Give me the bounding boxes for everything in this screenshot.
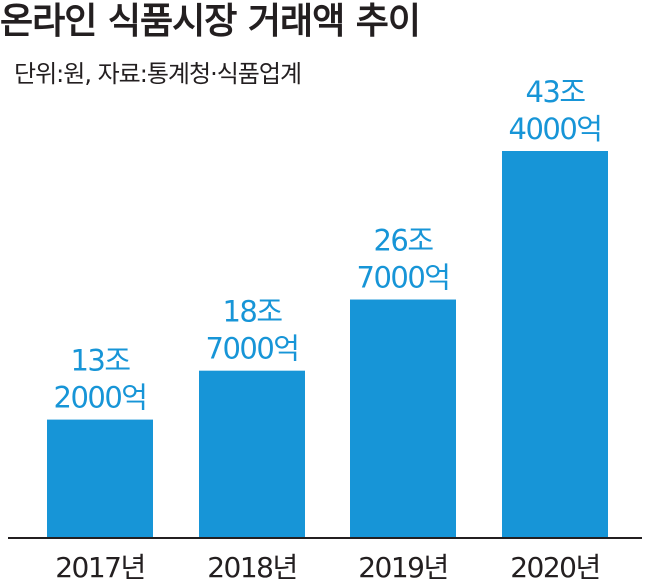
x-tick-label-4: 2020년: [510, 551, 600, 584]
bar-3: [350, 299, 456, 537]
bar-1-value-label-line-2: 2000억: [54, 381, 147, 415]
bar-1-value-label-line-1: 13조: [70, 344, 130, 378]
bar-3-value-label-line-1: 26조: [373, 224, 433, 258]
bar-4: [502, 151, 608, 537]
bar-2: [199, 370, 305, 537]
x-tick-label-2: 2018년: [207, 551, 297, 584]
x-tick-label-1: 2017년: [55, 551, 145, 584]
x-tick-label-3: 2019년: [358, 551, 448, 584]
bar-1: [47, 419, 153, 537]
chart-title: 온라인 식품시장 거래액 추이: [0, 1, 421, 42]
x-tick-labels-group: 2017년 2018년 2019년 2020년: [55, 551, 601, 584]
bar-4-value-label-line-2: 4000억: [509, 112, 602, 146]
bar-2-value-label-line-2: 7000억: [206, 332, 299, 366]
chart-subtitle: 단위:원, 자료:통계청·식품업계: [14, 60, 302, 88]
bar-3-value-label-line-2: 7000억: [357, 261, 450, 295]
bars-group: [47, 151, 608, 537]
bar-4-value-label-line-1: 43조: [525, 75, 585, 109]
bar-2-value-label-line-1: 18조: [222, 295, 282, 329]
